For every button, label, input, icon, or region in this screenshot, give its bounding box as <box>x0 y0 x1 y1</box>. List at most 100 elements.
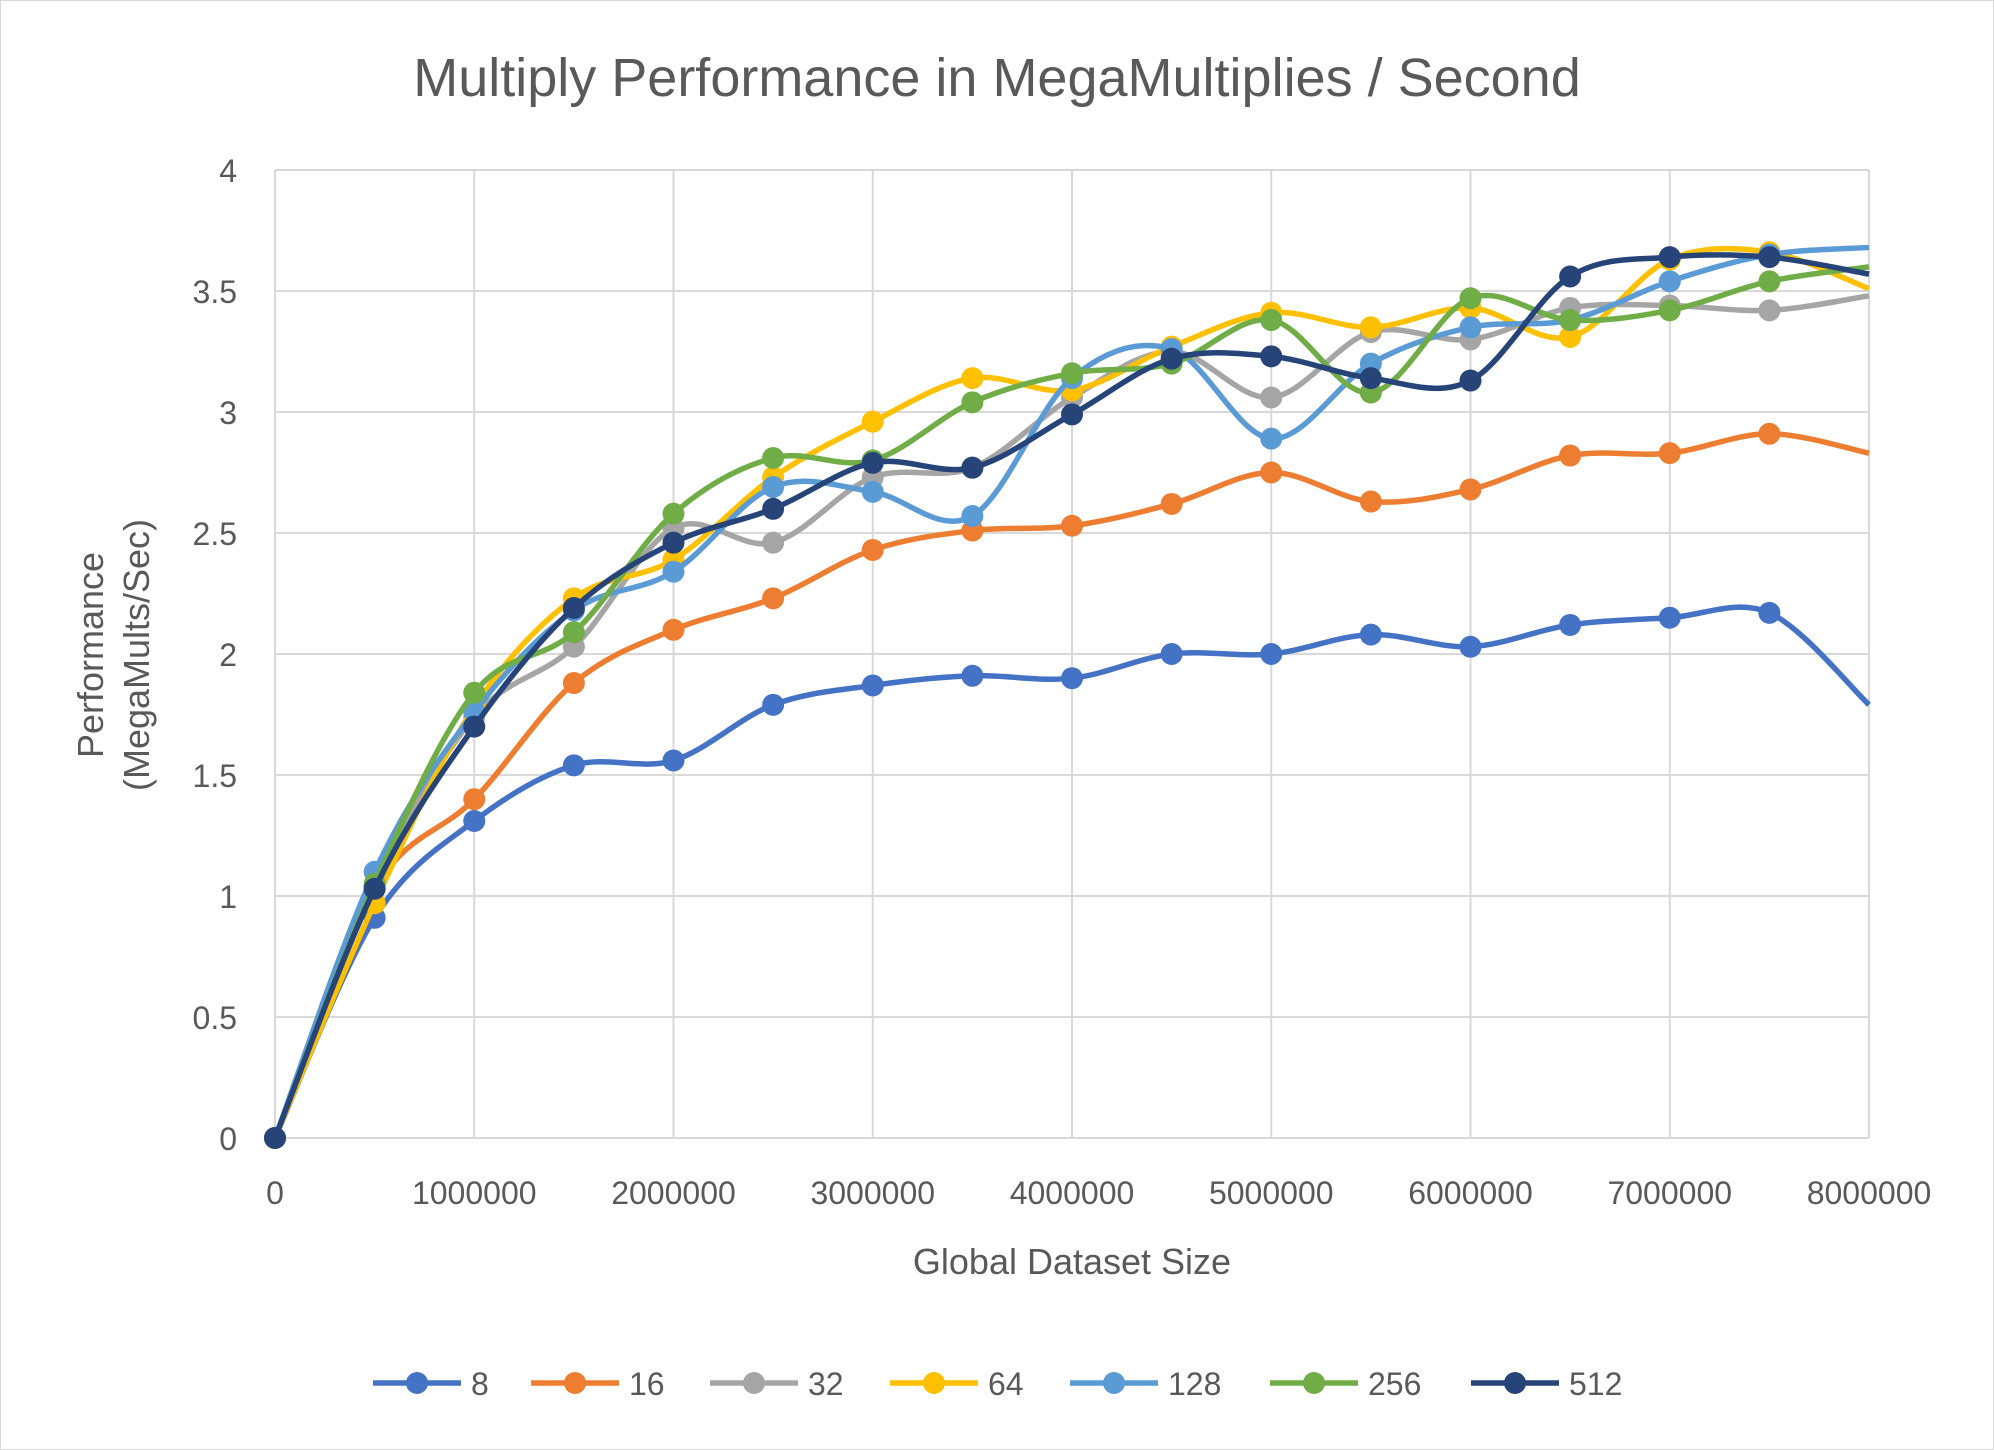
series-point-64 <box>1559 325 1582 348</box>
x-tick-label: 8000000 <box>1807 1175 1932 1211</box>
series-point-256 <box>662 502 685 525</box>
series-point-8 <box>1359 623 1382 646</box>
series-point-512 <box>1559 265 1582 288</box>
series-point-16 <box>1359 490 1382 513</box>
series-point-256 <box>1260 309 1283 332</box>
series-point-512 <box>1260 345 1283 368</box>
legend-label-128: 128 <box>1168 1366 1221 1402</box>
series-point-8 <box>1260 643 1283 665</box>
y-axis-label-line-2: (MegaMults/Sec) <box>116 519 157 791</box>
series-line-8 <box>272 604 1871 1140</box>
series-point-256 <box>1459 287 1482 310</box>
legend-marker-32 <box>743 1372 765 1394</box>
series-point-128 <box>662 560 685 583</box>
legend-label-512: 512 <box>1569 1366 1622 1402</box>
legend-marker-512 <box>1504 1372 1526 1394</box>
x-tick-label: 6000000 <box>1408 1175 1533 1211</box>
series-point-512 <box>1459 369 1482 392</box>
series-point-128 <box>1260 427 1283 450</box>
series-point-128 <box>1459 316 1482 339</box>
legend-entry-256: 256 <box>1270 1366 1421 1402</box>
series-point-512 <box>662 531 685 554</box>
legend-entry-16: 16 <box>531 1366 665 1402</box>
legend-label-64: 64 <box>988 1366 1024 1402</box>
legend-marker-16 <box>564 1372 586 1394</box>
series-point-16 <box>1459 478 1482 501</box>
series-point-512 <box>1758 246 1781 269</box>
series-point-32 <box>762 531 785 554</box>
series-point-8 <box>1160 643 1183 665</box>
series-point-8 <box>861 674 884 697</box>
series-point-256 <box>1758 270 1781 293</box>
series-point-128 <box>762 476 785 499</box>
legend-entry-64: 64 <box>890 1366 1024 1402</box>
x-tick-label: 2000000 <box>611 1175 736 1211</box>
series-point-512 <box>1658 246 1681 269</box>
series-point-8 <box>1758 601 1781 624</box>
y-tick-label: 0 <box>219 1121 237 1157</box>
series-point-256 <box>1658 299 1681 322</box>
series-point-128 <box>861 480 884 503</box>
series-line-16 <box>272 431 1870 1140</box>
legend-entry-8: 8 <box>373 1366 489 1402</box>
y-axis-tick-labels: 0 0.5 1 1.5 2 2.5 3 3.5 4 <box>193 153 237 1157</box>
y-tick-label: 3 <box>219 395 237 431</box>
series-point-16 <box>1758 422 1781 445</box>
series-point-8 <box>762 693 785 716</box>
series-point-512 <box>363 877 386 900</box>
y-axis-label: Performance (MegaMults/Sec) <box>70 519 157 791</box>
series-point-512 <box>762 497 785 520</box>
legend-label-256: 256 <box>1368 1366 1421 1402</box>
x-tick-label: 5000000 <box>1209 1175 1334 1211</box>
series-point-16 <box>1160 492 1183 515</box>
legend-marker-256 <box>1303 1372 1325 1394</box>
series-point-256 <box>562 621 585 644</box>
series-point-8 <box>1658 606 1681 629</box>
x-axis-tick-labels: 0 1000000 2000000 3000000 4000000 5000000 6000… <box>266 1175 1931 1211</box>
series-point-16 <box>1559 444 1582 467</box>
series-point-64 <box>1359 316 1382 339</box>
y-tick-label: 1.5 <box>193 758 237 794</box>
series-point-512 <box>1061 403 1083 426</box>
series-point-128 <box>1658 270 1681 293</box>
series-point-16 <box>1061 514 1083 537</box>
series-point-512 <box>463 715 486 738</box>
series-point-16 <box>562 672 585 695</box>
series-512 <box>264 246 1870 1149</box>
y-tick-label: 2 <box>219 637 237 673</box>
series-point-32 <box>1758 299 1781 322</box>
x-tick-label: 4000000 <box>1010 1175 1135 1211</box>
legend-entry-128: 128 <box>1070 1366 1221 1402</box>
legend: 8 16 32 64 128 256 512 <box>373 1366 1622 1402</box>
y-tick-label: 0.5 <box>193 1000 237 1036</box>
series-point-32 <box>1260 386 1283 409</box>
series-point-256 <box>961 391 984 414</box>
series-point-8 <box>961 664 984 687</box>
x-tick-label: 1000000 <box>412 1175 537 1211</box>
series-point-64 <box>861 410 884 433</box>
series-point-16 <box>1658 442 1681 465</box>
series-point-512 <box>264 1127 286 1149</box>
series-point-512 <box>861 451 884 474</box>
series-point-16 <box>662 618 685 641</box>
series-point-512 <box>1359 367 1382 390</box>
series-point-8 <box>1459 635 1482 658</box>
chart-title: Multiply Performance in MegaMultiplies /… <box>413 48 1581 108</box>
series-point-64 <box>961 367 984 390</box>
series-point-256 <box>762 446 785 469</box>
series-point-16 <box>861 538 884 561</box>
legend-marker-128 <box>1103 1372 1125 1394</box>
series-point-512 <box>1160 347 1183 370</box>
series-point-16 <box>762 587 785 610</box>
x-axis-label: Global Dataset Size <box>913 1241 1231 1282</box>
series-point-256 <box>463 681 486 704</box>
y-tick-label: 2.5 <box>193 516 237 552</box>
series-point-16 <box>463 788 486 811</box>
legend-marker-64 <box>923 1372 945 1394</box>
gridlines <box>274 169 1870 1139</box>
x-tick-label: 0 <box>266 1175 284 1211</box>
series-point-256 <box>1061 362 1083 385</box>
y-tick-label: 4 <box>219 153 237 189</box>
series-point-16 <box>1260 461 1283 484</box>
